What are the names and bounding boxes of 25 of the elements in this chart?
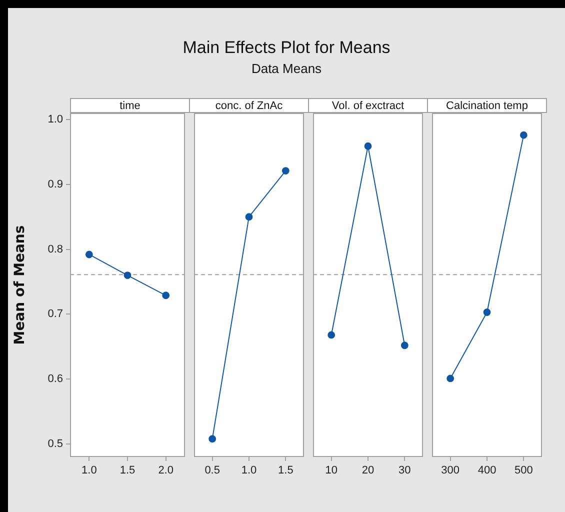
y-tick-label: 0.6 (48, 373, 63, 386)
text: Data Means (250, 61, 323, 76)
x-axis-title: time (70, 98, 190, 113)
x-tick-label: 20 (362, 464, 374, 477)
x-tick-label: 0.5 (204, 464, 220, 477)
y-tick-label: 0.5 (48, 438, 63, 450)
x-tick-label: 1.5 (278, 464, 294, 477)
x-tick-label: 400 (478, 464, 496, 477)
y-axis-title: Mean of Means (12, 225, 28, 345)
y-tick-label: 1.0 (48, 114, 63, 126)
x-axis-title: Calcination temp (427, 98, 547, 113)
y-tick-label: 0.7 (48, 308, 63, 320)
x-tick-label: 1.5 (120, 464, 136, 477)
x-axis-title: Vol. of exctract (308, 98, 428, 113)
x-tick-label: 500 (514, 464, 533, 477)
x-tick-label: 300 (441, 464, 460, 477)
x-tick-label: 10 (325, 464, 338, 477)
x-tick-label: 2.0 (158, 464, 174, 477)
y-tick-label: 0.9 (48, 178, 63, 190)
text: Main Effects Plot for Means (182, 38, 392, 58)
x-tick-label: 30 (398, 464, 411, 477)
y-tick-label: 0.8 (48, 243, 63, 256)
x-tick-label: 1.0 (241, 464, 257, 477)
x-axis-title: conc. of ZnAc (189, 98, 309, 113)
x-tick-label: 1.0 (82, 464, 97, 477)
